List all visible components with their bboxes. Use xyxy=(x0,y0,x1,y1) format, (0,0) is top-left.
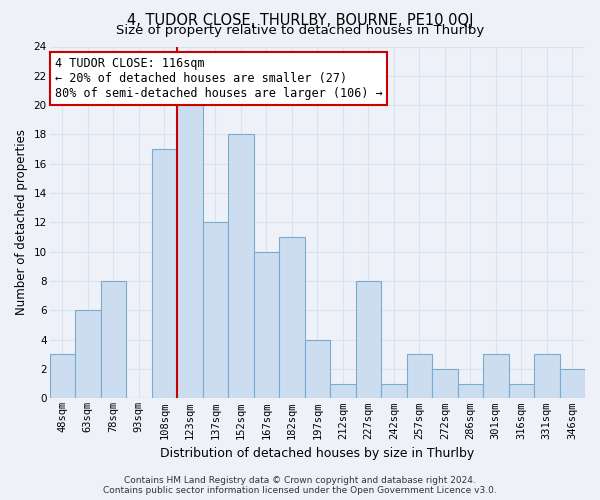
Bar xyxy=(356,281,381,398)
Y-axis label: Number of detached properties: Number of detached properties xyxy=(15,130,28,316)
Bar xyxy=(152,149,177,398)
Bar xyxy=(177,105,203,399)
Bar xyxy=(560,369,585,398)
Bar xyxy=(483,354,509,399)
Bar xyxy=(228,134,254,398)
Bar xyxy=(75,310,101,398)
Text: Size of property relative to detached houses in Thurlby: Size of property relative to detached ho… xyxy=(116,24,484,37)
Bar xyxy=(432,369,458,398)
Bar xyxy=(534,354,560,399)
Bar xyxy=(305,340,330,398)
Bar xyxy=(101,281,126,398)
Bar xyxy=(50,354,75,399)
Text: Contains HM Land Registry data © Crown copyright and database right 2024.
Contai: Contains HM Land Registry data © Crown c… xyxy=(103,476,497,495)
X-axis label: Distribution of detached houses by size in Thurlby: Distribution of detached houses by size … xyxy=(160,447,475,460)
Bar xyxy=(381,384,407,398)
Bar xyxy=(407,354,432,399)
Bar xyxy=(509,384,534,398)
Text: 4, TUDOR CLOSE, THURLBY, BOURNE, PE10 0QJ: 4, TUDOR CLOSE, THURLBY, BOURNE, PE10 0Q… xyxy=(127,12,473,28)
Bar xyxy=(254,252,279,398)
Bar xyxy=(458,384,483,398)
Text: 4 TUDOR CLOSE: 116sqm
← 20% of detached houses are smaller (27)
80% of semi-deta: 4 TUDOR CLOSE: 116sqm ← 20% of detached … xyxy=(55,57,383,100)
Bar xyxy=(330,384,356,398)
Bar xyxy=(203,222,228,398)
Bar xyxy=(279,237,305,398)
